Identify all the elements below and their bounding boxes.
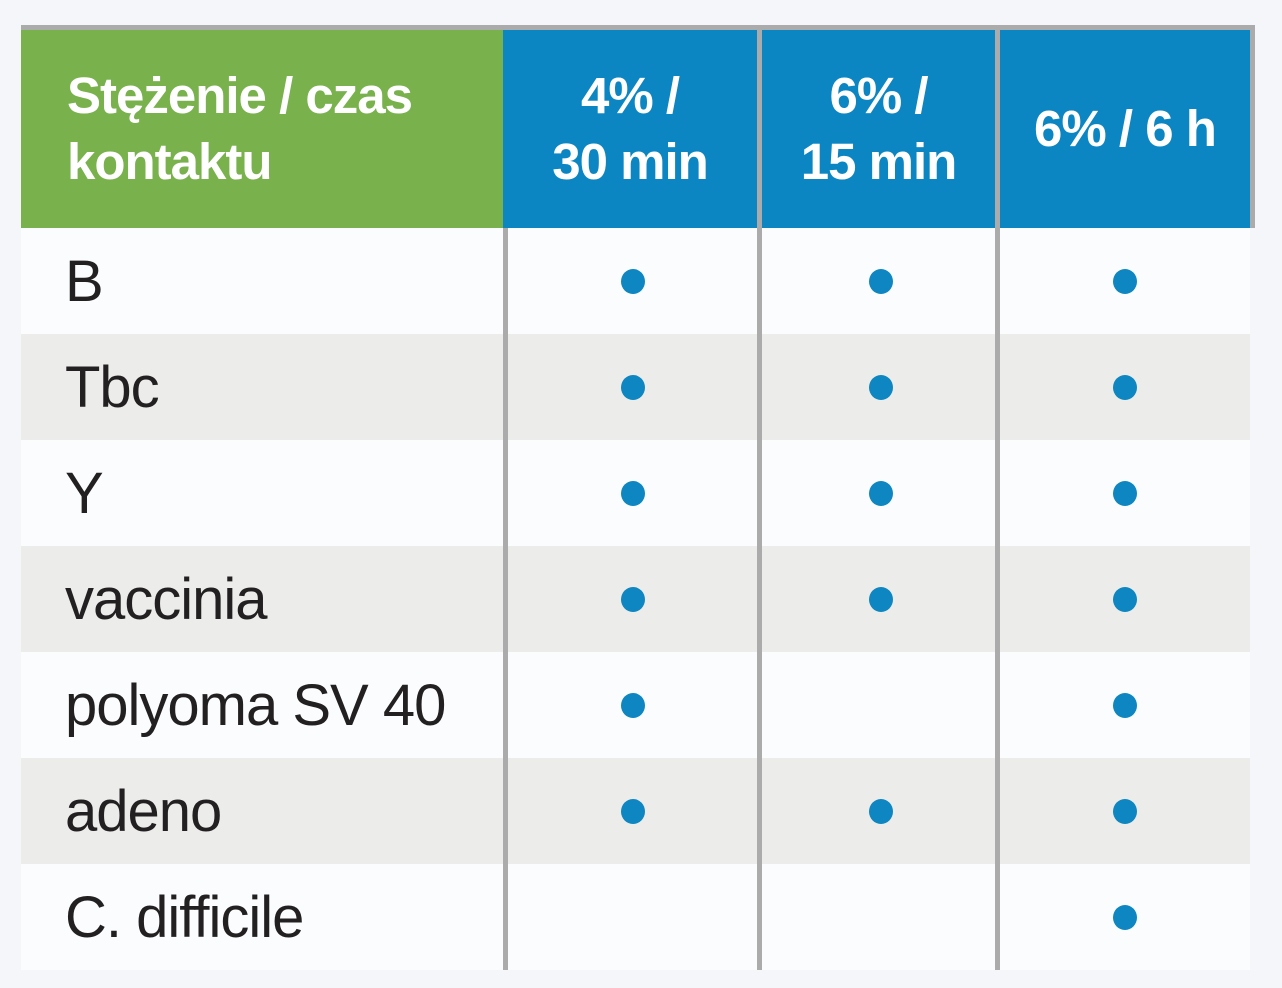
column-header-line1: 6% / 6 h <box>1034 100 1217 157</box>
column-header-line1: 4% / <box>580 67 680 124</box>
row-label: vaccinia <box>65 566 268 632</box>
table-row: C. difficile <box>21 864 1250 970</box>
table-header-row: Stężenie / czas kontaktu 4% / 30 min 6% … <box>21 30 1255 228</box>
presence-dot-icon <box>1113 904 1137 930</box>
column-header-line2: 15 min <box>800 133 958 190</box>
presence-dot-icon <box>1113 374 1137 400</box>
corner-header-line1: Stężenie / czas <box>67 67 413 124</box>
presence-dot-icon <box>869 480 893 506</box>
cell-6pct-15min <box>762 652 1000 758</box>
table-body: B Tbc Y vaccinia polyoma SV 40 adeno C. … <box>21 228 1250 970</box>
cell-6pct-15min <box>762 546 1000 652</box>
table-top-border <box>21 25 1255 30</box>
row-label: polyoma SV 40 <box>65 672 446 738</box>
presence-dot-icon <box>1113 798 1137 824</box>
cell-4pct-30min <box>503 758 762 864</box>
corner-header-line2: kontaktu <box>67 133 273 190</box>
table-row: adeno <box>21 758 1250 864</box>
cell-4pct-30min <box>503 546 762 652</box>
row-label: Tbc <box>65 354 160 420</box>
table-row: polyoma SV 40 <box>21 652 1250 758</box>
presence-dot-icon <box>1113 586 1137 612</box>
presence-dot-icon <box>1113 268 1137 294</box>
row-label: C. difficile <box>65 884 304 950</box>
presence-dot-icon <box>869 374 893 400</box>
cell-6pct-6h <box>1000 652 1250 758</box>
presence-dot-icon <box>620 798 645 824</box>
row-label: B <box>65 248 104 314</box>
column-header-6pct-6h: 6% / 6 h <box>1000 30 1250 228</box>
cell-4pct-30min <box>503 334 762 440</box>
disinfection-efficacy-table: Stężenie / czas kontaktu 4% / 30 min 6% … <box>21 25 1255 970</box>
cell-4pct-30min <box>503 228 762 334</box>
presence-dot-icon <box>1113 692 1137 718</box>
cell-6pct-15min <box>762 334 1000 440</box>
presence-dot-icon <box>1113 480 1137 506</box>
cell-6pct-6h <box>1000 546 1250 652</box>
cell-6pct-6h <box>1000 334 1250 440</box>
cell-4pct-30min <box>503 864 762 970</box>
table-row: Y <box>21 440 1250 546</box>
cell-6pct-15min <box>762 758 1000 864</box>
presence-dot-icon <box>869 586 893 612</box>
presence-dot-icon <box>620 268 645 294</box>
presence-dot-icon <box>620 374 645 400</box>
row-label: adeno <box>65 778 222 844</box>
cell-6pct-6h <box>1000 440 1250 546</box>
column-header-line1: 6% / <box>829 67 928 124</box>
header-column-divider <box>995 30 1000 228</box>
table-row: vaccinia <box>21 546 1250 652</box>
table-row: Tbc <box>21 334 1250 440</box>
presence-dot-icon <box>620 586 645 612</box>
cell-6pct-15min <box>762 864 1000 970</box>
presence-dot-icon <box>869 798 893 824</box>
presence-dot-icon <box>869 268 893 294</box>
column-header-6pct-15min: 6% / 15 min <box>762 30 995 228</box>
cell-4pct-30min <box>503 652 762 758</box>
column-header-line2: 30 min <box>552 133 709 190</box>
header-right-border <box>1250 30 1255 228</box>
cell-6pct-6h <box>1000 758 1250 864</box>
cell-6pct-15min <box>762 228 1000 334</box>
cell-6pct-6h <box>1000 228 1250 334</box>
cell-4pct-30min <box>503 440 762 546</box>
corner-header-cell: Stężenie / czas kontaktu <box>21 30 503 228</box>
column-header-4pct-30min: 4% / 30 min <box>503 30 757 228</box>
table-row: B <box>21 228 1250 334</box>
presence-dot-icon <box>620 480 645 506</box>
cell-6pct-6h <box>1000 864 1250 970</box>
presence-dot-icon <box>620 692 645 718</box>
header-column-divider <box>757 30 762 228</box>
row-label: Y <box>65 460 104 526</box>
cell-6pct-15min <box>762 440 1000 546</box>
